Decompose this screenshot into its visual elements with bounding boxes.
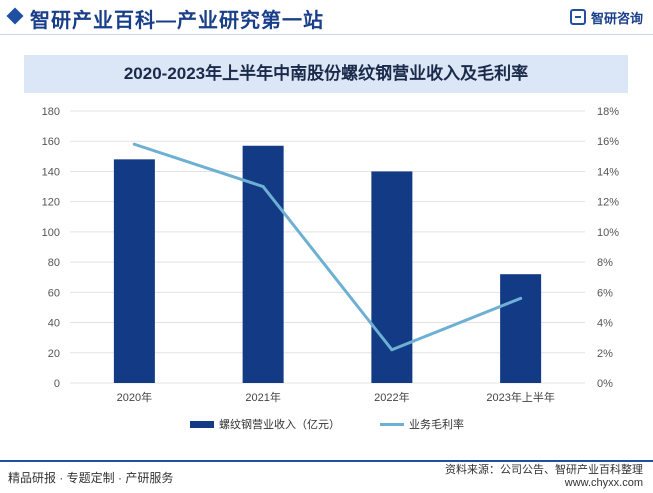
footer-services: 精品研报 · 专题定制 · 产研服务 xyxy=(8,471,174,485)
chart-title-band: 2020-2023年上半年中南股份螺纹钢营业收入及毛利率 xyxy=(24,55,628,93)
margin-point xyxy=(132,142,136,146)
y-right-tick-label: 2% xyxy=(597,348,613,360)
x-tick-label: 2020年 xyxy=(117,390,152,404)
margin-line xyxy=(132,142,523,352)
y-right-tick-label: 14% xyxy=(597,166,619,178)
header-bar: 智研产业百科—产业研究第一站 智研咨询 xyxy=(0,0,653,34)
x-tick-label: 2021年 xyxy=(245,390,280,404)
y-right-tick-label: 10% xyxy=(597,227,619,239)
y-right-tick-label: 12% xyxy=(597,197,619,209)
logo-icon xyxy=(569,9,586,25)
y-right-tick-label: 16% xyxy=(597,136,619,148)
y-left-tick-label: 120 xyxy=(42,197,60,209)
header-divider xyxy=(0,34,653,35)
y-right-tick-label: 0% xyxy=(597,378,613,390)
margin-point xyxy=(519,296,523,300)
chart-legend: 螺纹钢营业收入（亿元） 业务毛利率 xyxy=(0,414,653,434)
legend-item-revenue: 螺纹钢营业收入（亿元） xyxy=(190,414,340,434)
margin-point xyxy=(261,185,265,189)
y-left-tick-label: 60 xyxy=(48,287,60,299)
brand-logo[interactable]: 智研咨询 xyxy=(569,7,643,27)
legend-label-revenue: 螺纹钢营业收入（亿元） xyxy=(219,419,340,431)
legend-label-margin: 业务毛利率 xyxy=(409,419,464,431)
y-left-tick-label: 160 xyxy=(42,136,60,148)
y-left-tick-label: 20 xyxy=(48,348,60,360)
y-left-tick-label: 40 xyxy=(48,318,60,330)
bar xyxy=(113,159,155,383)
footer: 精品研报 · 专题定制 · 产研服务 资料来源：公司公告、智研产业百科整理 ww… xyxy=(0,460,653,493)
bar xyxy=(371,171,413,383)
chart-title: 2020-2023年上半年中南股份螺纹钢营业收入及毛利率 xyxy=(123,64,529,83)
y-left-tick-label: 100 xyxy=(42,227,60,239)
y-right-tick-label: 18% xyxy=(597,106,619,118)
y-left-tick-label: 180 xyxy=(42,106,60,118)
y-left-tick-label: 80 xyxy=(48,257,60,269)
x-tick-label: 2022年 xyxy=(374,390,409,404)
legend-item-margin: 业务毛利率 xyxy=(380,414,464,434)
site-title: 智研产业百科—产业研究第一站 xyxy=(30,10,324,32)
footer-divider xyxy=(0,460,653,462)
y-right-tick-label: 4% xyxy=(597,318,613,330)
margin-point xyxy=(390,348,394,352)
logo-text: 智研咨询 xyxy=(590,10,643,26)
footer-source: 资料来源：公司公告、智研产业百科整理 xyxy=(445,464,643,476)
legend-swatch-bar xyxy=(190,420,214,428)
y-right-tick-label: 6% xyxy=(597,287,613,299)
footer-url[interactable]: www.chyxx.com xyxy=(564,477,643,489)
y-right-tick-label: 8% xyxy=(597,257,613,269)
x-tick-label: 2023年上半年 xyxy=(486,390,554,404)
y-left-tick-label: 0 xyxy=(54,378,60,390)
bar xyxy=(500,274,542,383)
y-left-tick-label: 140 xyxy=(42,166,60,178)
legend-swatch-line xyxy=(380,422,404,426)
